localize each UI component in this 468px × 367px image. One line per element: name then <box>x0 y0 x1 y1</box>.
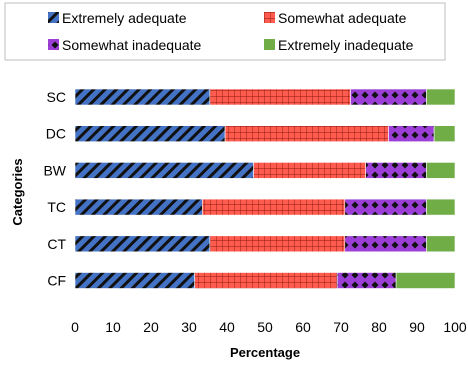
bar-segment-extremely-inadequate <box>426 162 456 179</box>
legend-swatch-extremely-adequate <box>48 12 59 23</box>
bar-segment-extremely-adequate <box>74 198 203 216</box>
y-axis-title: Categories <box>10 158 25 225</box>
x-tick-label: 10 <box>105 319 121 335</box>
x-tick-label: 80 <box>371 319 387 335</box>
legend-frame <box>4 2 446 61</box>
bar-segment-somewhat-adequate <box>202 198 346 216</box>
bar-segment-extremely-inadequate <box>426 198 456 216</box>
y-tick-label: TC <box>47 199 66 215</box>
bar-segment-somewhat-inadequate <box>344 198 427 216</box>
legend: Extremely adequate Somewhat adequate Som… <box>4 2 446 61</box>
bar-segment-extremely-adequate <box>74 125 226 142</box>
y-tick-label: BW <box>43 162 66 178</box>
x-axis-title: Percentage <box>230 345 300 360</box>
x-tick-label: 50 <box>257 319 273 335</box>
plot-area: SC DC BW TC CT CF 0 10 20 30 40 50 60 70 80 90 100 <box>43 88 467 335</box>
bar-segment-somewhat-adequate <box>194 272 338 289</box>
y-tick-label: DC <box>46 126 66 142</box>
x-tick-label: 20 <box>143 319 159 335</box>
bar-segment-somewhat-inadequate <box>365 162 427 179</box>
x-tick-label: 60 <box>295 319 311 335</box>
bar-segment-extremely-inadequate <box>433 125 456 142</box>
bar-segment-somewhat-adequate <box>209 235 346 253</box>
bar-segment-somewhat-adequate <box>253 162 367 179</box>
x-tick-label: 0 <box>71 319 79 335</box>
legend-label-extremely-inadequate: Extremely inadequate <box>278 37 414 53</box>
bar-segment-extremely-adequate <box>74 162 254 179</box>
x-tick-label: 100 <box>443 319 467 335</box>
bar-segment-somewhat-inadequate <box>336 272 397 289</box>
bar-segment-extremely-adequate <box>74 272 195 289</box>
bar-segment-somewhat-adequate <box>224 125 389 142</box>
legend-label-somewhat-adequate: Somewhat adequate <box>278 10 407 26</box>
bar-segment-somewhat-inadequate <box>388 125 435 142</box>
bar-segment-extremely-inadequate <box>426 235 456 253</box>
legend-swatch-somewhat-adequate <box>264 12 275 23</box>
y-tick-label: CT <box>47 236 66 252</box>
bar-segment-extremely-adequate <box>74 235 211 253</box>
legend-swatch-somewhat-inadequate <box>48 39 59 50</box>
bar-segment-somewhat-inadequate <box>350 88 427 106</box>
bar-segment-somewhat-adequate <box>209 88 351 106</box>
y-tick-label: SC <box>47 89 66 105</box>
legend-label-extremely-adequate: Extremely adequate <box>62 10 187 26</box>
x-tick-label: 90 <box>409 319 425 335</box>
x-tick-label: 70 <box>333 319 349 335</box>
bar-segment-extremely-inadequate <box>395 272 456 289</box>
x-tick-label: 40 <box>219 319 235 335</box>
x-tick-label: 30 <box>181 319 197 335</box>
y-tick-label: CF <box>47 273 66 289</box>
bar-segment-somewhat-inadequate <box>344 235 427 253</box>
legend-swatch-extremely-inadequate <box>264 39 275 50</box>
bar-segment-extremely-adequate <box>74 88 211 106</box>
legend-label-somewhat-inadequate: Somewhat inadequate <box>62 37 202 53</box>
bar-segment-extremely-inadequate <box>426 88 456 106</box>
